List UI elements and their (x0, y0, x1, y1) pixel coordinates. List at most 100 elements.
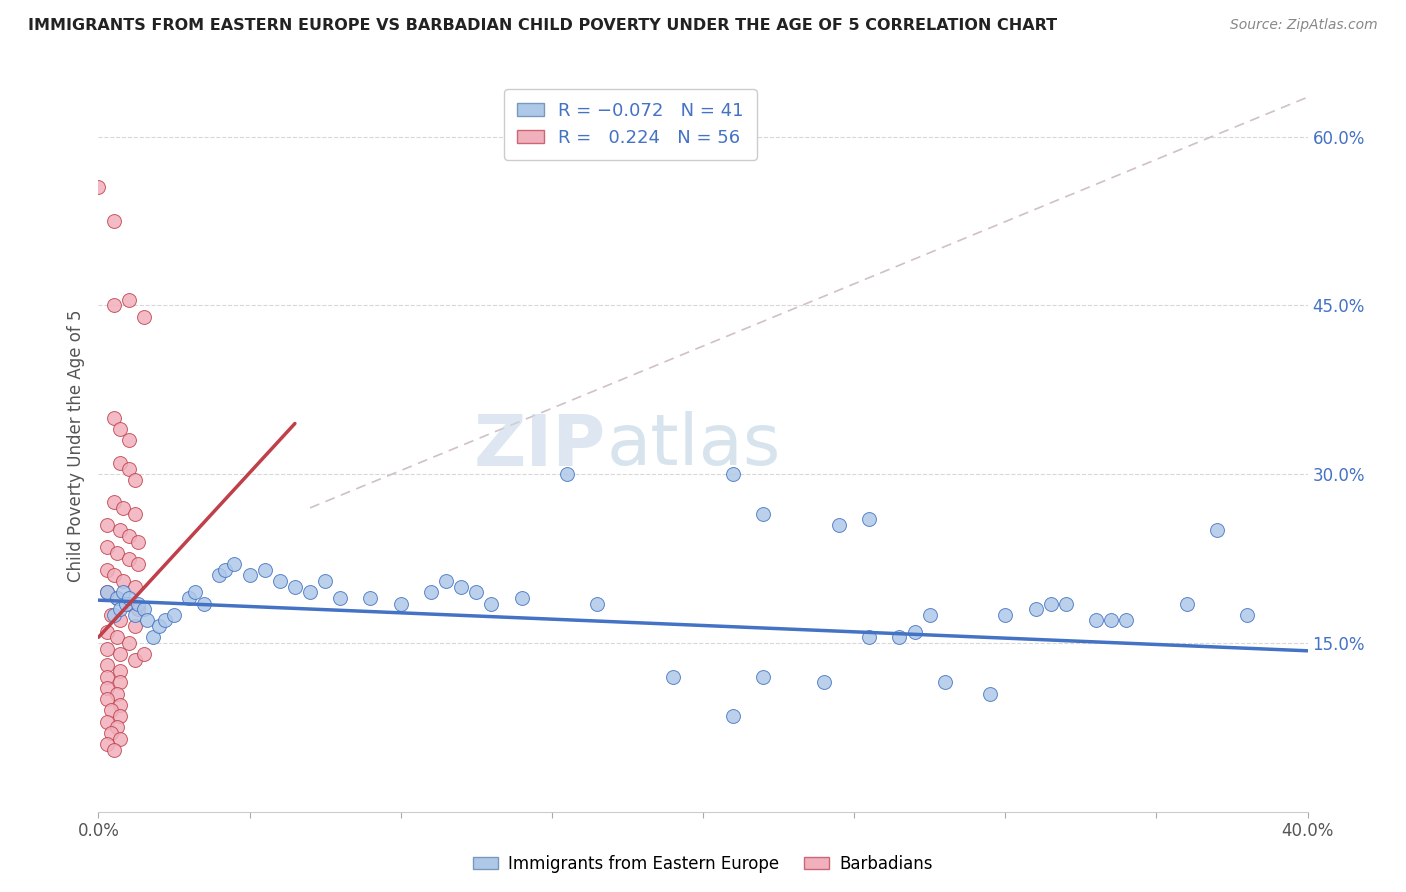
Point (934, 675, 956, 690)
Point (118, 591, 141, 605)
Point (314, 574, 336, 588)
Point (118, 529, 141, 543)
Point (103, 743, 125, 757)
Text: atlas: atlas (606, 411, 780, 481)
Point (132, 310, 155, 324)
Point (858, 512, 880, 526)
Point (108, 422, 131, 436)
Point (329, 591, 352, 605)
Point (193, 597, 215, 611)
Point (103, 568, 125, 582)
Point (450, 580, 472, 594)
Point (813, 675, 835, 690)
Point (96, 517, 118, 532)
Point (465, 585, 488, 599)
Point (1085, 614, 1108, 628)
Point (87, 180, 110, 194)
Point (127, 534, 149, 549)
Point (127, 597, 149, 611)
Point (118, 434, 141, 448)
Point (269, 574, 291, 588)
Point (105, 591, 128, 605)
Point (828, 517, 851, 532)
Point (184, 585, 207, 599)
Point (108, 456, 131, 470)
Point (904, 624, 927, 639)
Point (1054, 597, 1077, 611)
Point (96, 585, 118, 599)
Point (96, 624, 118, 639)
Point (132, 647, 155, 661)
Point (118, 461, 141, 475)
Point (153, 614, 176, 628)
Point (481, 597, 503, 611)
Point (96, 714, 118, 729)
Point (108, 602, 131, 616)
Point (661, 670, 683, 684)
Point (108, 698, 131, 712)
Point (1024, 602, 1046, 616)
Point (105, 630, 128, 644)
Point (96, 670, 118, 684)
Point (96, 681, 118, 695)
Point (360, 591, 382, 605)
Point (434, 574, 457, 588)
Point (1115, 614, 1137, 628)
Point (96, 658, 118, 673)
Text: IMMIGRANTS FROM EASTERN EUROPE VS BARBADIAN CHILD POVERTY UNDER THE AGE OF 5 COR: IMMIGRANTS FROM EASTERN EUROPE VS BARBAD… (28, 18, 1057, 33)
Legend: Immigrants from Eastern Europe, Barbadians: Immigrants from Eastern Europe, Barbadia… (467, 848, 939, 880)
Point (118, 636, 141, 650)
Point (118, 597, 141, 611)
Point (979, 687, 1001, 701)
Point (124, 473, 146, 487)
Point (224, 557, 246, 571)
Point (253, 563, 276, 577)
Point (124, 619, 146, 633)
Point (96, 641, 118, 656)
Point (103, 495, 125, 509)
Point (108, 709, 131, 723)
Text: Source: ZipAtlas.com: Source: ZipAtlas.com (1230, 18, 1378, 32)
Point (284, 580, 307, 594)
Point (1039, 597, 1062, 611)
Point (105, 591, 128, 605)
Point (103, 410, 125, 425)
Point (1206, 524, 1229, 538)
Point (118, 293, 141, 307)
Point (555, 467, 578, 482)
Point (723, 467, 745, 482)
Point (918, 607, 941, 622)
Point (420, 585, 443, 599)
Point (208, 568, 231, 582)
Point (103, 214, 125, 228)
Point (105, 687, 128, 701)
Y-axis label: Child Poverty Under the Age of 5: Child Poverty Under the Age of 5 (66, 310, 84, 582)
Point (108, 647, 131, 661)
Point (100, 607, 122, 622)
Point (299, 585, 322, 599)
Point (124, 507, 146, 521)
Point (100, 726, 122, 740)
Point (163, 607, 186, 622)
Point (214, 563, 236, 577)
Legend: R = −0.072   N = 41, R =   0.224   N = 56: R = −0.072 N = 41, R = 0.224 N = 56 (505, 89, 756, 160)
Point (103, 298, 125, 312)
Point (239, 568, 262, 582)
Point (858, 630, 880, 644)
Point (752, 507, 775, 521)
Point (994, 607, 1017, 622)
Point (96, 563, 118, 577)
Text: ZIP: ZIP (474, 411, 606, 481)
Point (96, 737, 118, 751)
Point (114, 597, 136, 611)
Point (111, 574, 134, 588)
Point (108, 524, 131, 538)
Point (108, 614, 131, 628)
Point (124, 653, 146, 667)
Point (108, 675, 131, 690)
Point (103, 607, 125, 622)
Point (1175, 597, 1198, 611)
Point (111, 585, 134, 599)
Point (108, 664, 131, 678)
Point (510, 591, 533, 605)
